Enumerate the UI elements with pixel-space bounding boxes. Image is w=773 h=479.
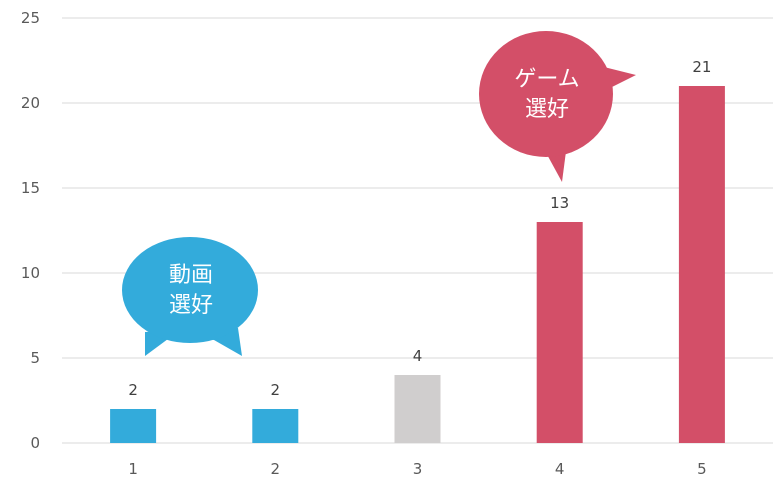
y-tick-label: 0 xyxy=(30,434,40,452)
callout-game-line-2: 選好 xyxy=(525,97,569,122)
callout-video-bubble-body xyxy=(122,237,258,343)
data-label-5: 21 xyxy=(692,58,711,76)
x-tick-label-3: 3 xyxy=(413,460,423,478)
callout-video-preference: 動画 選好 xyxy=(122,237,258,356)
data-label-1: 2 xyxy=(128,381,138,399)
callout-video-line-1: 動画 xyxy=(169,263,213,288)
bar-3 xyxy=(394,375,441,443)
bar-1 xyxy=(110,409,157,443)
data-label-2: 2 xyxy=(271,381,281,399)
y-tick-label: 15 xyxy=(21,179,40,197)
y-axis-ticks: 0 5 10 15 20 25 xyxy=(21,9,40,452)
data-labels: 2 2 4 13 21 xyxy=(128,58,711,399)
bar-4 xyxy=(536,222,583,443)
callout-game-preference: ゲーム 選好 xyxy=(479,31,636,182)
x-axis-ticks: 1 2 3 4 5 xyxy=(128,460,706,478)
callout-video-line-2: 選好 xyxy=(169,293,213,318)
data-label-3: 4 xyxy=(413,347,423,365)
bar-5 xyxy=(678,86,725,443)
x-tick-label-1: 1 xyxy=(128,460,138,478)
bars xyxy=(110,86,725,443)
y-tick-label: 5 xyxy=(30,349,40,367)
y-tick-label: 25 xyxy=(21,9,40,27)
y-tick-label: 20 xyxy=(21,94,40,112)
callout-game-bubble-body xyxy=(479,31,613,157)
data-label-4: 13 xyxy=(550,194,569,212)
y-tick-label: 10 xyxy=(21,264,40,282)
x-tick-label-2: 2 xyxy=(271,460,281,478)
callout-game-line-1: ゲーム xyxy=(514,67,579,92)
x-tick-label-5: 5 xyxy=(697,460,707,478)
x-tick-label-4: 4 xyxy=(555,460,565,478)
bar-2 xyxy=(252,409,299,443)
